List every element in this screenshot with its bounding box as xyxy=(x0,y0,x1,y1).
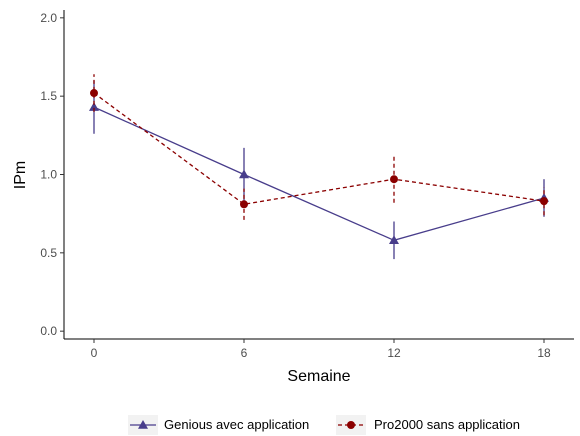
axis-ticks-layer: 0.0 0.5 1.0 1.5 2.0 0 6 12 18 xyxy=(40,11,551,360)
y-tick-label: 0.0 xyxy=(40,324,57,338)
series-2 xyxy=(90,74,548,220)
legend-key-marker xyxy=(138,420,148,429)
y-tick-label: 1.0 xyxy=(40,168,57,182)
x-tick-label: 6 xyxy=(241,346,248,360)
x-tick-label: 0 xyxy=(91,346,98,360)
data-point xyxy=(540,197,548,206)
x-tick-label: 18 xyxy=(537,346,551,360)
y-tick-label: 1.5 xyxy=(40,89,57,103)
data-point xyxy=(239,169,249,179)
data-point xyxy=(90,89,98,98)
legend: Genious avec application Pro2000 sans app… xyxy=(128,415,520,435)
legend-label: Genious avec application xyxy=(164,417,309,432)
data-point xyxy=(390,175,398,184)
legend-label: Pro2000 sans application xyxy=(374,417,520,432)
y-tick-label: 0.5 xyxy=(40,246,57,260)
series-line xyxy=(93,92,545,205)
x-tick-label: 12 xyxy=(387,346,401,360)
data-point xyxy=(389,235,399,245)
data-point xyxy=(240,200,248,209)
y-axis-title: IPm xyxy=(12,161,29,189)
x-axis-title: Semaine xyxy=(287,368,350,385)
y-tick-label: 2.0 xyxy=(40,11,57,25)
legend-key-marker xyxy=(347,421,355,429)
series-layer xyxy=(89,74,549,260)
data-point xyxy=(89,102,99,111)
series-line xyxy=(93,106,545,241)
